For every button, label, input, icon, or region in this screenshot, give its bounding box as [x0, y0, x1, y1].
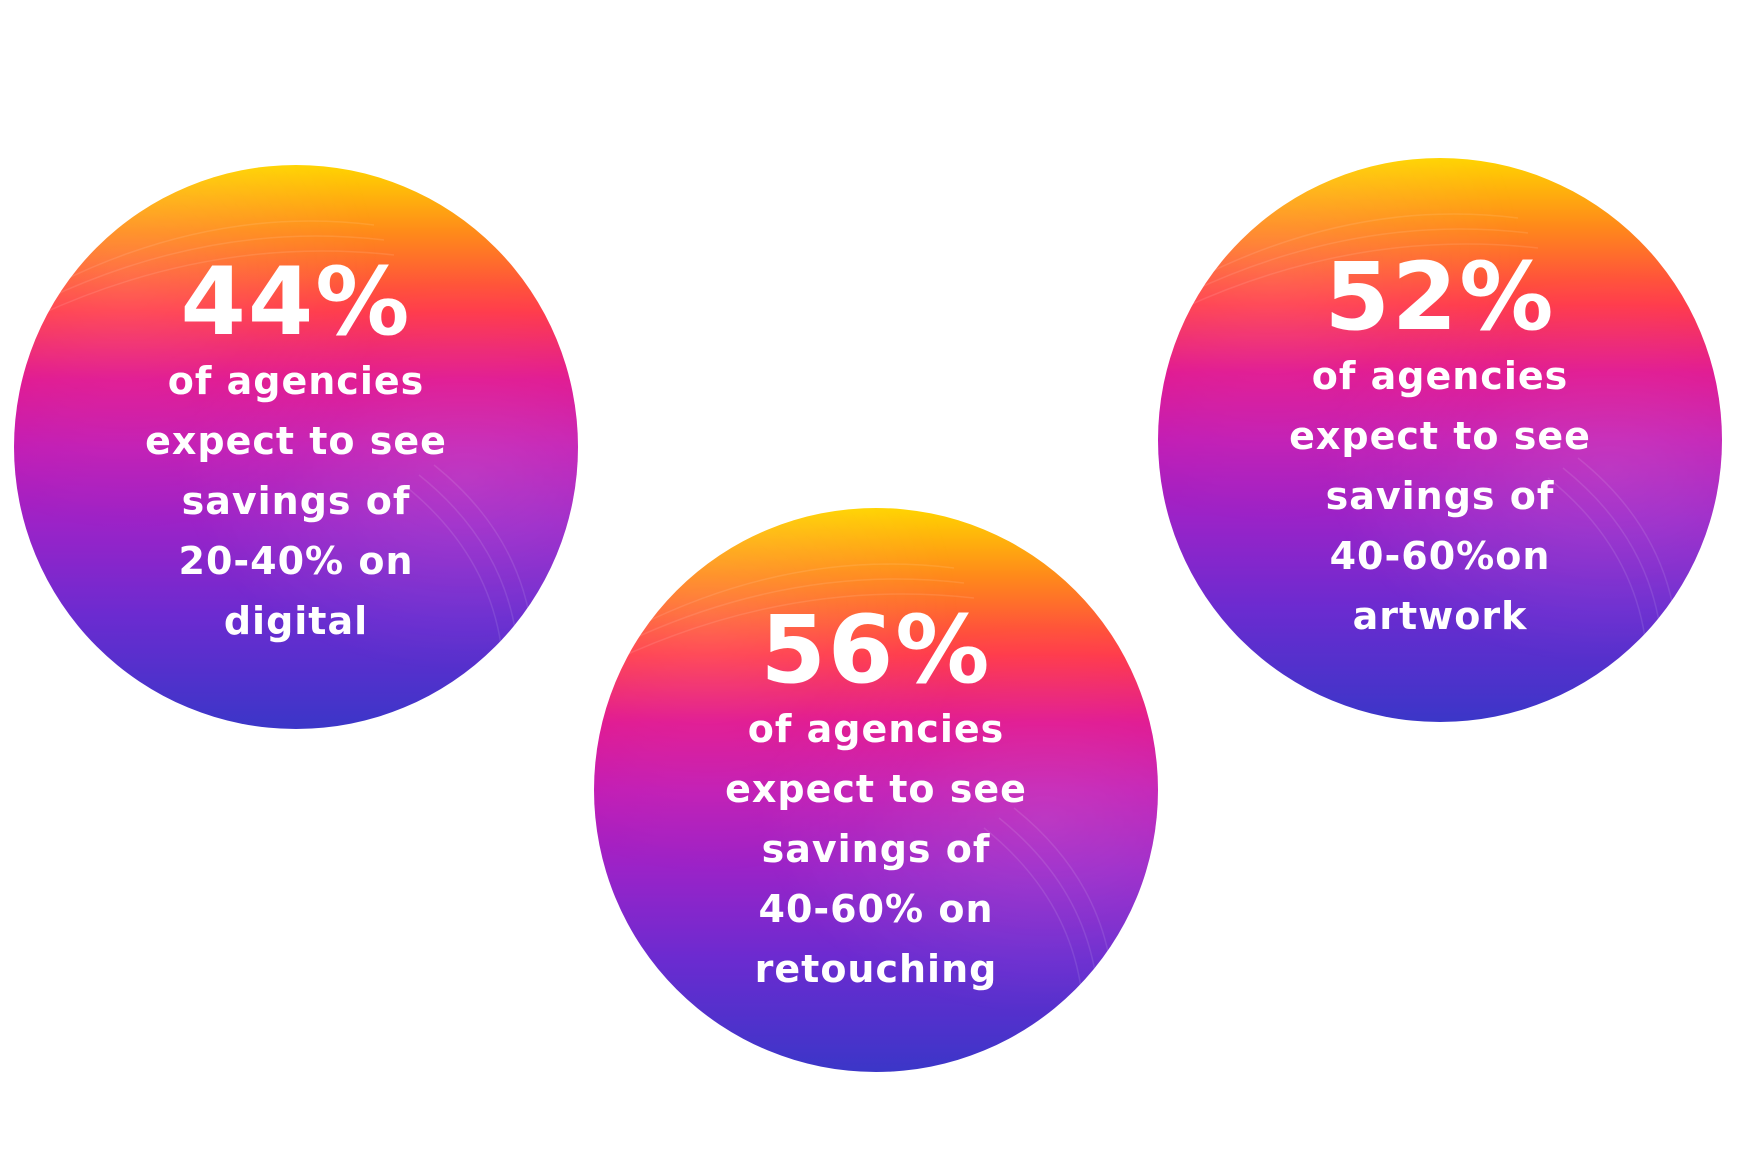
stat-circle-retouching: 56% of agencies expect to see savings of… [594, 508, 1158, 1072]
stat-value: 44% [180, 248, 412, 357]
stat-text-block: 44% of agencies expect to see savings of… [14, 255, 578, 651]
stat-value: 56% [760, 596, 992, 705]
stat-text-block: 56% of agencies expect to see savings of… [594, 603, 1158, 999]
stat-description: of agencies expect to see savings of 20-… [145, 359, 447, 643]
stat-circle-artwork: 52% of agencies expect to see savings of… [1158, 158, 1722, 722]
stat-text-block: 52% of agencies expect to see savings of… [1158, 250, 1722, 646]
stat-value: 52% [1324, 243, 1556, 352]
stat-circle-digital: 44% of agencies expect to see savings of… [14, 165, 578, 729]
stat-description: of agencies expect to see savings of 40-… [1289, 354, 1591, 638]
stat-description: of agencies expect to see savings of 40-… [725, 707, 1027, 991]
